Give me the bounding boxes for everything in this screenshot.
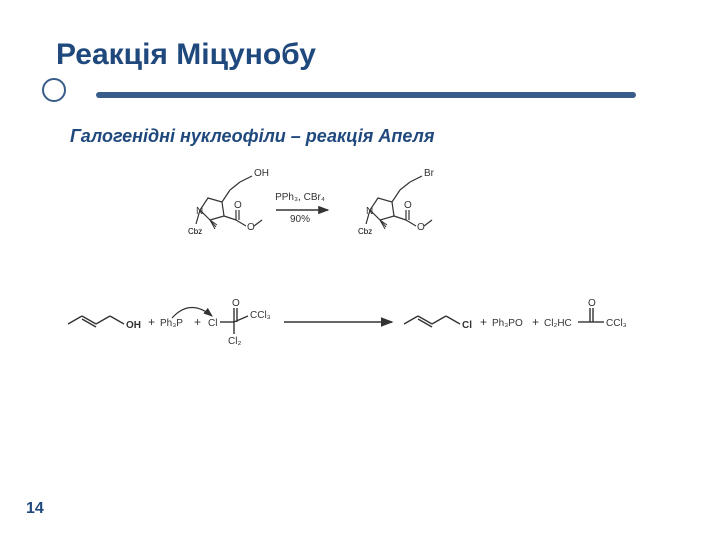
allyl-cl: Cl bbox=[404, 316, 472, 331]
svg-text:Cbz: Cbz bbox=[188, 227, 202, 236]
scheme1-left-molecule: N OH Cbz bbox=[188, 168, 269, 236]
svg-text:Ph₃P: Ph₃P bbox=[160, 318, 183, 329]
page-number: 14 bbox=[26, 500, 44, 518]
svg-text:OH: OH bbox=[254, 168, 269, 179]
slide-title: Реакція Міцунобу bbox=[56, 38, 316, 72]
scheme-1: N OH Cbz bbox=[188, 168, 435, 236]
svg-text:O: O bbox=[232, 298, 240, 309]
svg-text:Cl₂: Cl₂ bbox=[228, 336, 241, 347]
svg-text:+: + bbox=[532, 315, 539, 329]
svg-text:CCl₃: CCl₃ bbox=[250, 310, 271, 321]
scheme-2: OH + Ph₃P + Cl O CCl₃ bbox=[68, 298, 627, 347]
title-bullet-icon bbox=[42, 78, 66, 102]
svg-text:O: O bbox=[247, 222, 255, 233]
slide-subtitle: Галогенідні нуклеофіли – реакція Апеля bbox=[70, 126, 434, 147]
title-rule bbox=[96, 92, 636, 98]
svg-text:+: + bbox=[194, 315, 201, 329]
svg-text:O: O bbox=[417, 222, 425, 233]
svg-text:PPh₃, CBr₄: PPh₃, CBr₄ bbox=[275, 192, 325, 203]
svg-text:CCl₃: CCl₃ bbox=[606, 318, 627, 329]
svg-text:O: O bbox=[588, 298, 596, 309]
svg-text:Cbz: Cbz bbox=[358, 227, 372, 236]
svg-text:+: + bbox=[148, 315, 155, 329]
svg-text:Cl: Cl bbox=[208, 318, 217, 329]
svg-text:Cl₂HC: Cl₂HC bbox=[544, 318, 572, 329]
svg-text:Cl: Cl bbox=[462, 320, 472, 331]
svg-text:O: O bbox=[404, 200, 412, 211]
scheme1-right-molecule: N Br Cbz O bbox=[358, 168, 435, 236]
slide: Реакція Міцунобу Галогенідні нуклеофіли … bbox=[0, 0, 720, 540]
svg-text:Br: Br bbox=[424, 168, 435, 179]
svg-text:OH: OH bbox=[126, 320, 141, 331]
chemistry-schemes: N OH Cbz bbox=[60, 160, 660, 380]
ccl3-reagent: Cl O CCl₃ Cl₂ bbox=[208, 298, 271, 347]
svg-text:Ph₃PO: Ph₃PO bbox=[492, 318, 523, 329]
chloro-ketone-product: Cl₂HC O CCl₃ bbox=[544, 298, 627, 329]
svg-text:+: + bbox=[480, 315, 487, 329]
svg-text:90%: 90% bbox=[290, 214, 310, 225]
svg-text:O: O bbox=[234, 200, 242, 211]
allyl-oh: OH bbox=[68, 316, 141, 331]
